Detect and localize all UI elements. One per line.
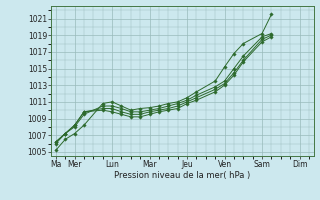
X-axis label: Pression niveau de la mer( hPa ): Pression niveau de la mer( hPa )	[114, 171, 251, 180]
